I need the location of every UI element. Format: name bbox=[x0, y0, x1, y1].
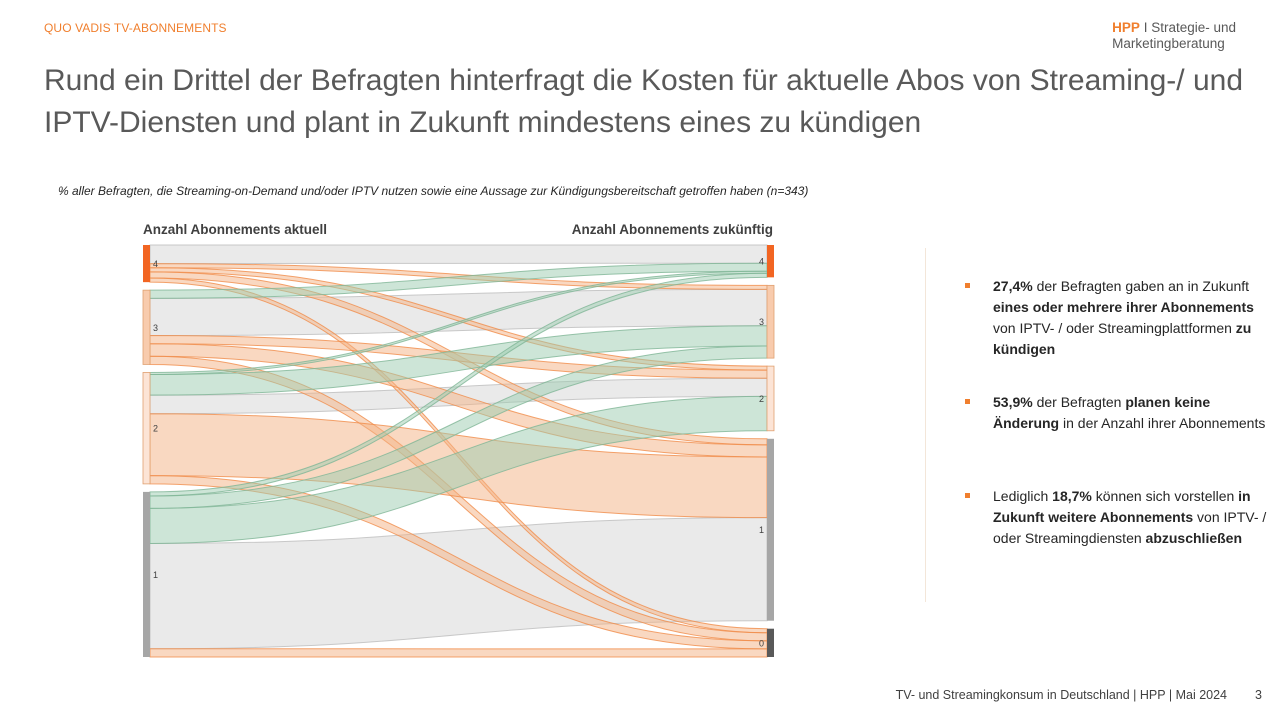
right-node-label-1: 1 bbox=[759, 525, 764, 535]
right-node-2 bbox=[766, 365, 775, 432]
flow-1-to-2 bbox=[149, 395, 768, 544]
left-node-label-3: 3 bbox=[153, 323, 158, 333]
right-node-label-0: 0 bbox=[759, 638, 764, 648]
bullet-item: 27,4% der Befragten gaben an in Zukunft … bbox=[965, 276, 1273, 360]
right-node-label-4: 4 bbox=[759, 257, 764, 267]
bullet-text-segment: Lediglich bbox=[993, 488, 1053, 504]
divider-line bbox=[925, 248, 926, 602]
right-node-1 bbox=[767, 438, 774, 621]
bullet-square-icon bbox=[965, 283, 970, 288]
bullet-text-segment: der Befragten bbox=[1032, 394, 1126, 410]
bullet-text-segment: können sich vorstellen bbox=[1091, 488, 1239, 504]
right-node-0 bbox=[767, 628, 774, 657]
bullet-text-segment: 53,9% bbox=[993, 394, 1033, 410]
left-node-label-2: 2 bbox=[153, 424, 158, 434]
left-axis-title: Anzahl Abonnements aktuell bbox=[143, 222, 327, 237]
right-axis-title: Anzahl Abonnements zukünftig bbox=[572, 222, 773, 237]
left-node-2 bbox=[142, 372, 151, 485]
left-node-3 bbox=[142, 289, 151, 365]
bullet-text-segment: von IPTV- / oder Streamingdiensten bbox=[993, 509, 1267, 546]
bullet-square-icon bbox=[965, 493, 970, 498]
left-node-label-1: 1 bbox=[153, 570, 158, 580]
left-node-4 bbox=[143, 245, 150, 283]
left-node-1 bbox=[143, 491, 150, 657]
brand-hpp: HPP bbox=[1112, 20, 1140, 35]
bullet-text-segment: abzuschließen bbox=[1145, 530, 1243, 546]
chart-subtitle: % aller Befragten, die Streaming-on-Dema… bbox=[58, 184, 809, 198]
right-node-label-3: 3 bbox=[759, 317, 764, 327]
bullet-text-segment: in der Anzahl ihrer Abonnements bbox=[1059, 415, 1266, 431]
bullet-text-segment: 18,7% bbox=[1052, 488, 1092, 504]
flow-1-to-0 bbox=[149, 648, 768, 658]
bullet-text-segment: in Zukunft weitere Abonnements bbox=[993, 488, 1251, 525]
right-node-label-2: 2 bbox=[759, 394, 764, 404]
bullet-text-segment: von IPTV- / oder Streamingplattformen bbox=[993, 320, 1236, 336]
bullet-text-segment: zu kündigen bbox=[993, 320, 1252, 357]
page-number: 3 bbox=[1255, 688, 1262, 702]
flows-layer bbox=[149, 244, 768, 658]
nodes-layer: 1 2 3 4 0 1 2 3 4 bbox=[142, 245, 775, 657]
right-node-3 bbox=[766, 284, 775, 359]
flow-4-to-4 bbox=[149, 244, 768, 265]
section-tag: QUO VADIS TV-ABONNEMENTS bbox=[44, 21, 227, 35]
bullet-item: Lediglich 18,7% können sich vorstellen i… bbox=[965, 486, 1273, 549]
bullet-text-segment: planen keine Änderung bbox=[993, 394, 1211, 431]
page-title: Rund ein Drittel der Befragten hinterfra… bbox=[44, 64, 1244, 139]
right-node-4 bbox=[767, 245, 774, 278]
sankey-chart: 1 2 3 4 0 1 2 3 4 Anzahl Abonnements aktuell Anz… bbox=[142, 222, 775, 658]
bullet-text-segment: 27,4% bbox=[993, 278, 1033, 294]
footer-text: TV- und Streamingkonsum in Deutschland |… bbox=[895, 688, 1227, 702]
bullet-text-segment: der Befragten gaben an in Zukunft bbox=[1032, 278, 1250, 294]
brand-line2: Marketingberatung bbox=[1112, 36, 1225, 51]
bullet-item: 53,9% der Befragten planen keine Änderun… bbox=[965, 392, 1273, 434]
brand-line1: I Strategie- und bbox=[1139, 20, 1236, 35]
left-node-label-4: 4 bbox=[153, 259, 158, 269]
bullet-text-segment: eines oder mehrere ihrer Abonnements bbox=[993, 299, 1254, 315]
bullet-square-icon bbox=[965, 399, 970, 404]
brand-logo: HPP I Strategie- und Marketingberatung bbox=[1112, 20, 1236, 52]
